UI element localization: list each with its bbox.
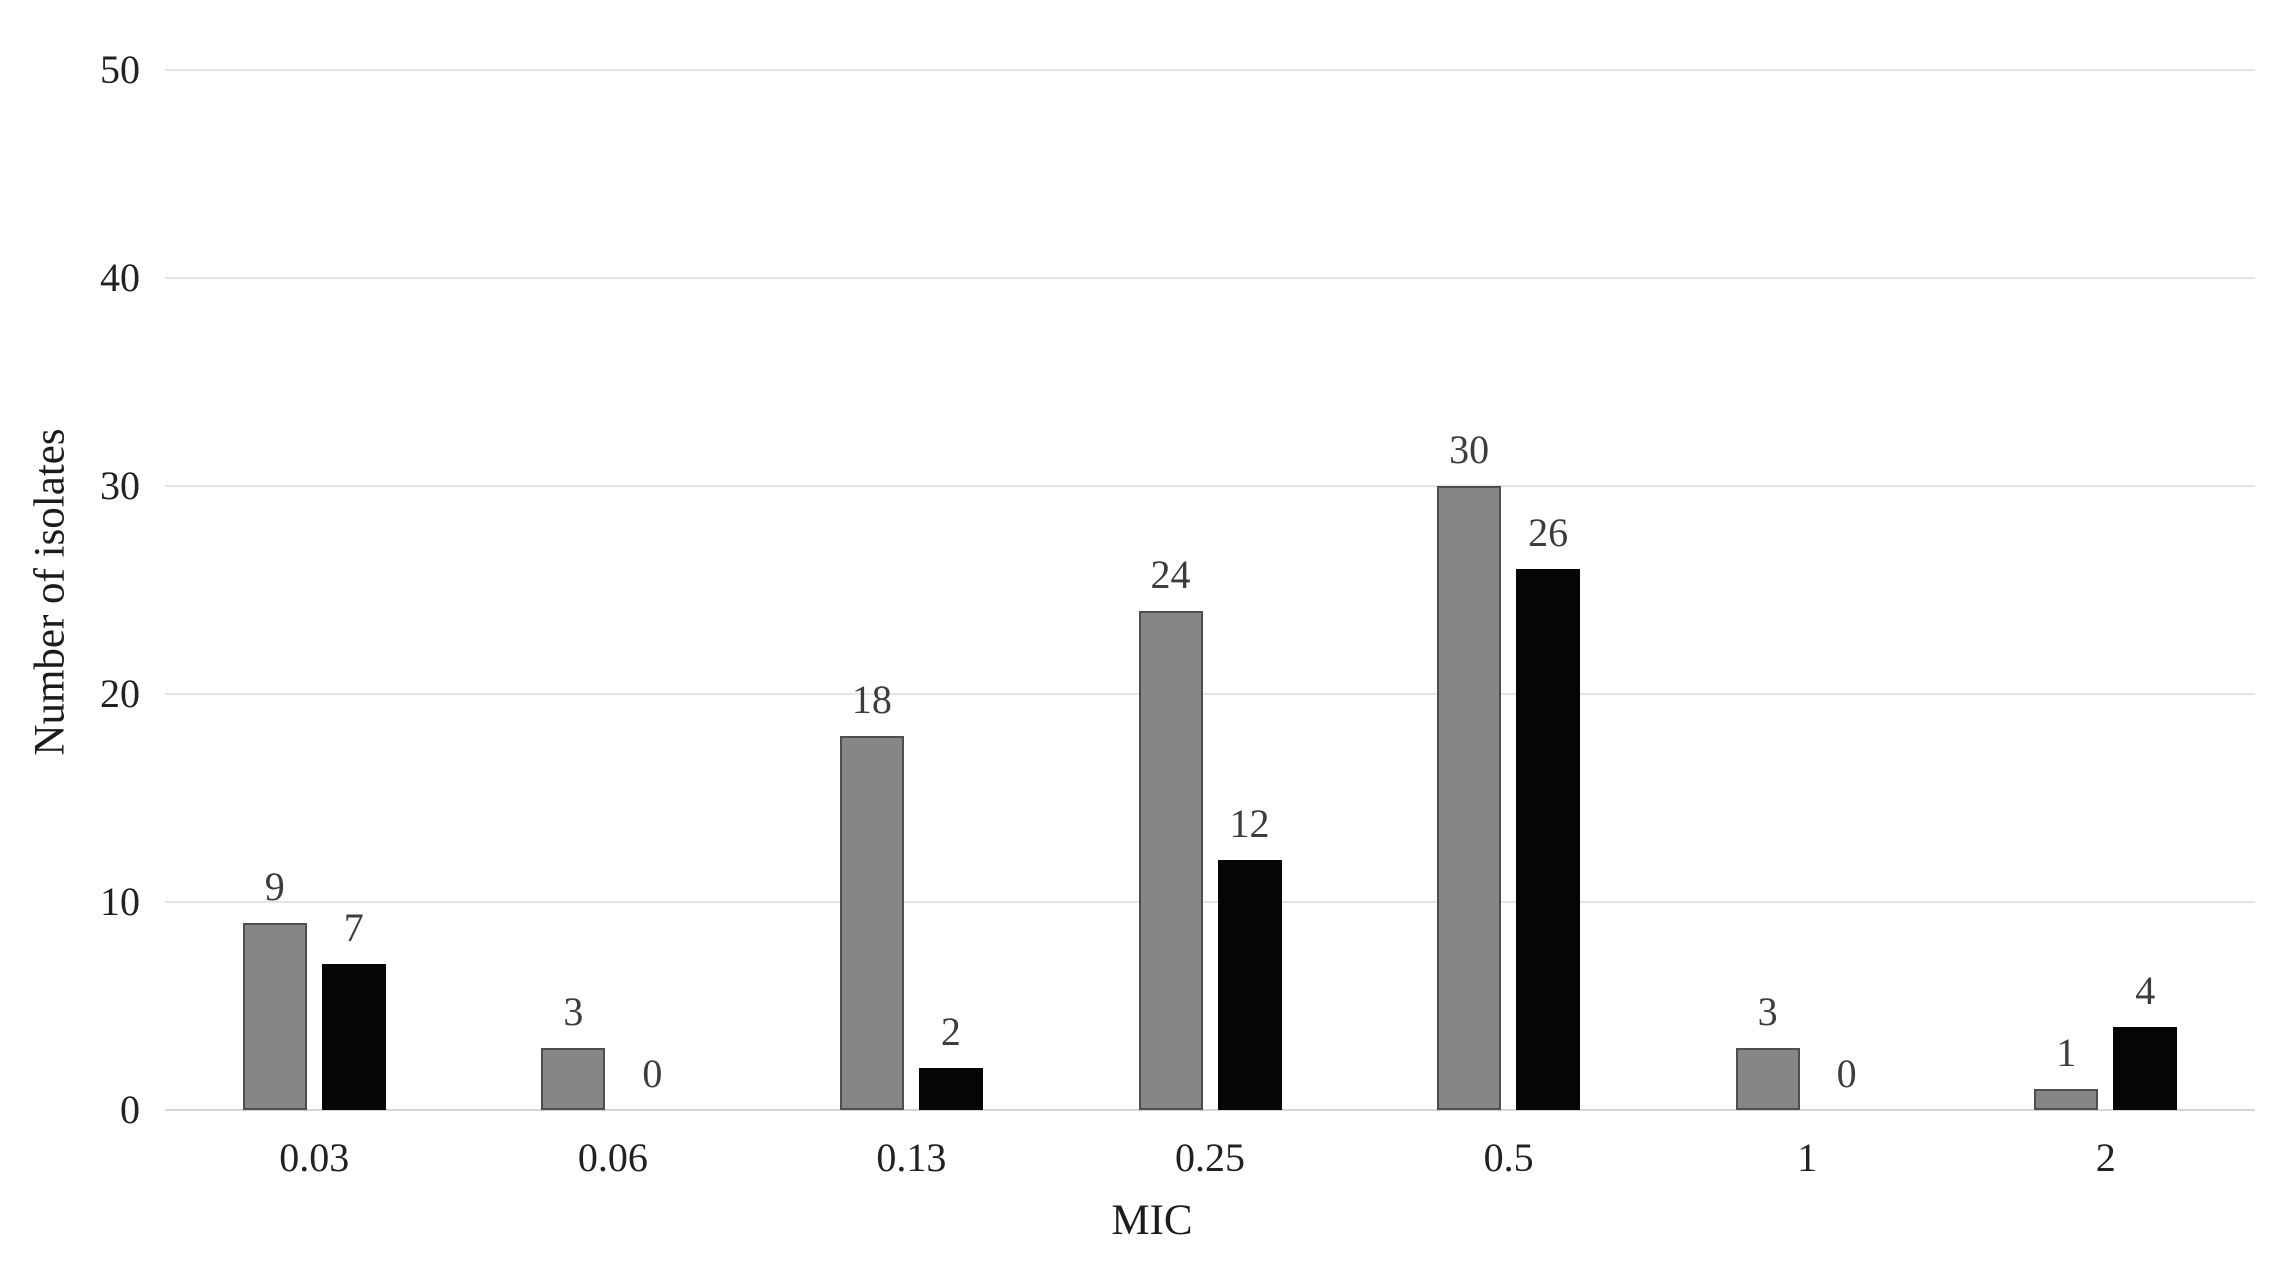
y-tick-label: 0 — [120, 1087, 140, 1132]
gray-series-bar — [839, 735, 904, 1110]
x-tick-label: 2 — [2095, 1135, 2116, 1180]
gray-series-bar — [1735, 1047, 1800, 1110]
black-series-value-label: 4 — [2135, 967, 2156, 1013]
gray-series-bar — [2034, 1089, 2099, 1110]
gray-series-value-label: 9 — [264, 863, 285, 909]
y-tick-label: 20 — [100, 671, 140, 716]
plot-area: 9 7 3 0 18 2 24 12 30 26 3 0 1 4 — [165, 69, 2255, 1111]
gridline — [165, 485, 2255, 487]
black-series-bar — [2113, 1026, 2178, 1110]
gridline — [165, 693, 2255, 695]
gray-series-bar — [1437, 486, 1502, 1110]
black-series-bar — [321, 964, 386, 1110]
gray-series-value-label: 1 — [2056, 1030, 2077, 1076]
black-series-value-label: 7 — [343, 905, 364, 951]
x-tick-label: 0.03 — [279, 1135, 350, 1180]
x-axis-title: MIC — [1111, 1197, 1193, 1244]
gray-series-value-label: 30 — [1449, 427, 1490, 472]
black-series-value-label: 12 — [1229, 801, 1270, 847]
black-series-value-label: 26 — [1528, 510, 1569, 556]
y-tick-label: 50 — [100, 47, 140, 92]
x-tick-label: 0.25 — [1175, 1135, 1245, 1180]
black-series-bar — [1516, 569, 1581, 1110]
gray-series-value-label: 3 — [563, 988, 584, 1034]
x-axis-baseline — [165, 1109, 2255, 1111]
black-series-bar — [1217, 860, 1282, 1110]
gray-series-value-label: 18 — [851, 676, 892, 722]
gridline — [165, 277, 2255, 279]
black-series-bar — [918, 1068, 983, 1110]
gray-series-bar — [242, 922, 307, 1110]
gray-series-value-label: 3 — [1757, 988, 1778, 1034]
gray-series-value-label: 24 — [1150, 551, 1191, 597]
y-tick-label: 10 — [100, 879, 140, 924]
black-series-value-label: 0 — [642, 1051, 663, 1096]
black-series-value-label: 0 — [1836, 1051, 1857, 1096]
x-tick-label: 0.13 — [876, 1135, 947, 1180]
gray-series-bar — [1138, 610, 1203, 1110]
gridline — [165, 901, 2255, 903]
y-tick-label: 40 — [100, 255, 140, 300]
x-tick-label: 1 — [1797, 1135, 1818, 1180]
y-tick-label: 30 — [100, 463, 140, 508]
black-series-value-label: 2 — [940, 1009, 961, 1055]
gray-series-bar — [541, 1047, 606, 1110]
x-tick-label: 0.5 — [1483, 1135, 1534, 1180]
gridline — [165, 69, 2255, 71]
x-tick-label: 0.06 — [577, 1135, 648, 1180]
